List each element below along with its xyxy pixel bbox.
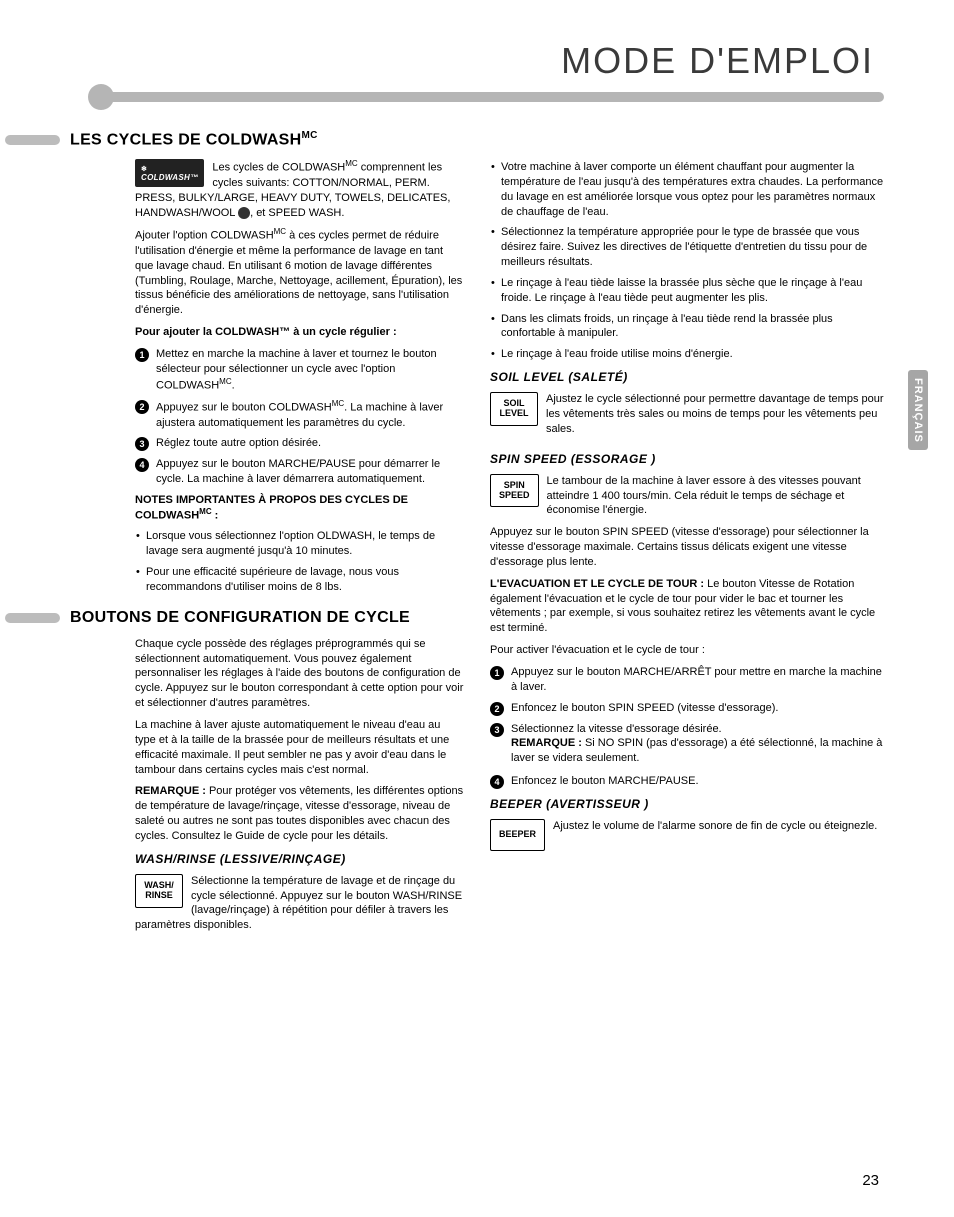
step-3: 3 Réglez toute autre option désirée. (135, 436, 464, 451)
header-rule (90, 92, 884, 102)
spin-step-1: 1 Appuyez sur le bouton MARCHE/ARRÊT pou… (490, 665, 884, 695)
spin-speed-heading: SPIN SPEED (ESSORAGE ) (490, 452, 884, 466)
beeper-button-graphic: BEEPER (490, 819, 545, 851)
boutons-remarque: REMARQUE : Pour protéger vos vêtements, … (135, 784, 464, 843)
wash-rinse-heading: WASH/RINSE (LESSIVE/RINÇAGE) (135, 852, 464, 866)
temp-bullets: Votre machine à laver comporte un élémen… (490, 160, 884, 362)
language-tab: FRANÇAIS (908, 370, 928, 450)
bullet-item: Dans les climats froids, un rinçage à l'… (490, 312, 884, 342)
right-column: Votre machine à laver comporte un élémen… (490, 130, 884, 940)
hand-icon (238, 207, 250, 219)
step-2: 2 Appuyez sur le bouton COLDWASHMC. La m… (135, 399, 464, 430)
bullet-item: Votre machine à laver comporte un élémen… (490, 160, 884, 219)
bullet-item: Sélectionnez la température appropriée p… (490, 225, 884, 270)
step-number: 2 (490, 702, 504, 716)
spin-step-2: 2 Enfoncez le bouton SPIN SPEED (vitesse… (490, 701, 884, 716)
note-item: Lorsque vous sélectionnez l'option OLDWA… (135, 529, 464, 559)
step-number: 4 (490, 775, 504, 789)
boutons-p1: Chaque cycle possède des réglages prépro… (135, 637, 464, 711)
boutons-p2: La machine à laver ajuste automatiquemen… (135, 718, 464, 777)
section-title-boutons: BOUTONS DE CONFIGURATION DE CYCLE (70, 609, 410, 627)
spin-speed-p2: Appuyez sur le bouton SPIN SPEED (vitess… (490, 525, 884, 570)
step-4: 4 Appuyez sur le bouton MARCHE/PAUSE pou… (135, 457, 464, 487)
notes-heading: NOTES IMPORTANTES À PROPOS DES CYCLES DE… (135, 493, 464, 523)
spin-speed-p3: L'EVACUATION ET LE CYCLE DE TOUR : Le bo… (490, 577, 884, 636)
note-item: Pour une efficacité supérieure de lavage… (135, 565, 464, 595)
coldwash-badge: COLDWASH™ (135, 159, 204, 187)
step-number: 1 (135, 348, 149, 362)
step-number: 3 (135, 437, 149, 451)
beeper-heading: BEEPER (AVERTISSEUR ) (490, 797, 884, 811)
bullet-item: Le rinçage à l'eau tiède laisse la brass… (490, 276, 884, 306)
spin-speed-button-graphic: SPIN SPEED (490, 474, 539, 508)
left-column: LES CYCLES DE COLDWASHMC COLDWASH™ Les c… (70, 130, 464, 940)
wash-rinse-button-graphic: WASH/ RINSE (135, 874, 183, 908)
beeper-desc: Ajustez le volume de l'alarme sonore de … (490, 819, 884, 834)
soil-level-desc: Ajustez le cycle sélectionné pour permet… (490, 392, 884, 437)
spin-step-3: 3 Sélectionnez la vitesse d'essorage dés… (490, 722, 884, 767)
spin-speed-p4: Pour activer l'évacuation et le cycle de… (490, 643, 884, 658)
soil-level-heading: SOIL LEVEL (SALETÉ) (490, 370, 884, 384)
add-coldwash-heading: Pour ajouter la COLDWASH™ à un cycle rég… (135, 325, 464, 340)
coldwash-desc: Ajouter l'option COLDWASHMC à ces cycles… (135, 227, 464, 318)
step-number: 2 (135, 400, 149, 414)
section-title-coldwash: LES CYCLES DE COLDWASHMC (70, 130, 318, 149)
step-number: 4 (135, 458, 149, 472)
step-number: 3 (490, 723, 504, 737)
page-header: MODE D'EMPLOI (70, 40, 874, 82)
notes-list: Lorsque vous sélectionnez l'option OLDWA… (135, 529, 464, 594)
step-number: 1 (490, 666, 504, 680)
bullet-item: Le rinçage à l'eau froide utilise moins … (490, 347, 884, 362)
soil-level-button-graphic: SOIL LEVEL (490, 392, 538, 426)
spin-step-4: 4 Enfoncez le bouton MARCHE/PAUSE. (490, 774, 884, 789)
step-1: 1 Mettez en marche la machine à laver et… (135, 347, 464, 393)
wash-rinse-desc: Sélectionne la température de lavage et … (135, 874, 464, 933)
page-number: 23 (862, 1172, 879, 1189)
spin-speed-p1: Le tambour de la machine à laver essore … (490, 474, 884, 519)
